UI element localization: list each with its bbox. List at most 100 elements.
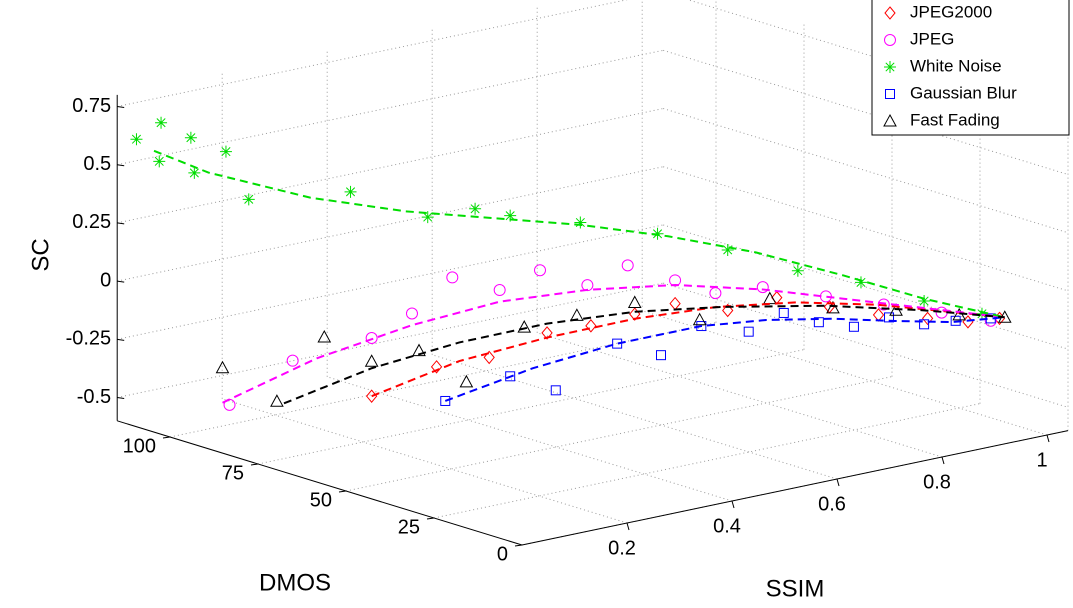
- marker: [848, 321, 859, 332]
- marker: [692, 312, 707, 326]
- marker: [921, 311, 934, 326]
- marker: [534, 264, 547, 277]
- marker: [722, 303, 734, 318]
- z-tick: [117, 280, 125, 283]
- grid-line: [117, 0, 629, 108]
- y-tick: [250, 463, 259, 466]
- grid-line: [663, 49, 1069, 175]
- legend-label: Gaussian Blur: [910, 83, 1017, 102]
- marker: [517, 320, 532, 333]
- z-tick-label: 0: [100, 269, 111, 291]
- z-tick-label: 0.75: [72, 95, 111, 117]
- y-axis: [117, 420, 523, 546]
- marker: [421, 211, 434, 224]
- x-tick: [941, 456, 945, 465]
- marker: [493, 284, 506, 297]
- marker: [709, 287, 722, 300]
- marker: [883, 113, 897, 127]
- marker: [826, 300, 840, 314]
- marker: [877, 298, 890, 311]
- x-tick: [836, 478, 840, 487]
- legend-box: [871, 0, 1070, 136]
- grid-line: [257, 349, 805, 465]
- z-tick: [117, 222, 125, 225]
- marker: [585, 319, 597, 333]
- z-tick: [117, 164, 125, 167]
- z-tick-label: -0.5: [77, 386, 111, 408]
- grid-line: [663, 166, 1069, 292]
- fit-line: [444, 316, 1005, 402]
- x-axis: [521, 430, 1069, 546]
- grid-line: [537, 332, 943, 458]
- marker: [791, 264, 804, 277]
- x-tick-label: 0.4: [713, 515, 741, 537]
- y-tick-label: 0: [497, 543, 508, 565]
- grid-line: [117, 49, 664, 166]
- marker: [270, 394, 284, 407]
- marker: [317, 329, 332, 343]
- marker: [405, 307, 418, 320]
- marker: [756, 281, 769, 294]
- grid-line: [642, 310, 1048, 436]
- marker: [656, 350, 666, 361]
- marker: [505, 371, 516, 382]
- grid-line: [327, 376, 733, 502]
- marker: [446, 271, 459, 284]
- marker: [884, 312, 895, 323]
- marker: [721, 243, 734, 256]
- marker: [919, 319, 930, 330]
- grid-line: [117, 166, 664, 282]
- marker: [130, 133, 143, 146]
- y-axis-label: DMOS: [259, 569, 331, 596]
- marker: [621, 259, 634, 272]
- z-axis-label: SC: [27, 238, 54, 271]
- legend-label: Fast Fading: [910, 110, 1000, 129]
- legend-label: JPEG2000: [910, 2, 992, 21]
- marker: [184, 131, 197, 144]
- marker: [884, 34, 896, 46]
- grid-line: [117, 224, 664, 340]
- marker: [935, 306, 948, 319]
- fit-line: [153, 149, 1005, 319]
- marker: [743, 326, 754, 337]
- z-tick-label: -0.25: [66, 328, 112, 350]
- z-tick: [117, 397, 125, 400]
- marker: [430, 360, 443, 374]
- grid-line: [117, 282, 664, 399]
- x-tick: [626, 522, 630, 531]
- marker: [504, 209, 517, 222]
- grid-line: [345, 376, 893, 492]
- legend: JPEG2000 JPEG White Noise Gaussian Blur Fast…: [871, 0, 1070, 136]
- y-tick-label: 100: [123, 435, 156, 457]
- y-tick-label: 75: [222, 462, 244, 484]
- y-tick-label: 50: [310, 489, 332, 511]
- x-axis-label: SSIM: [766, 575, 825, 602]
- marker: [541, 326, 553, 340]
- x-tick-label: 0.6: [818, 493, 846, 515]
- marker: [854, 276, 867, 289]
- fit-line: [371, 301, 1005, 398]
- marker: [918, 295, 931, 308]
- marker: [469, 202, 482, 215]
- marker: [155, 116, 168, 129]
- z-tick-label: 0.25: [72, 211, 111, 233]
- z-tick-label: 0.5: [83, 153, 111, 175]
- marker: [364, 354, 379, 367]
- marker: [669, 296, 681, 311]
- z-tick: [117, 338, 125, 341]
- grid-line: [117, 108, 664, 224]
- x-tick-label: 0.2: [608, 537, 636, 559]
- y-tick: [338, 490, 347, 493]
- legend-label: JPEG: [910, 29, 954, 48]
- marker: [219, 145, 232, 158]
- marker: [459, 374, 474, 388]
- marker: [153, 155, 166, 168]
- marker: [813, 317, 824, 328]
- marker: [884, 61, 896, 73]
- marker: [188, 166, 201, 179]
- marker: [574, 216, 587, 229]
- marker: [365, 331, 378, 344]
- grid-line: [663, 224, 1069, 350]
- marker: [627, 295, 642, 308]
